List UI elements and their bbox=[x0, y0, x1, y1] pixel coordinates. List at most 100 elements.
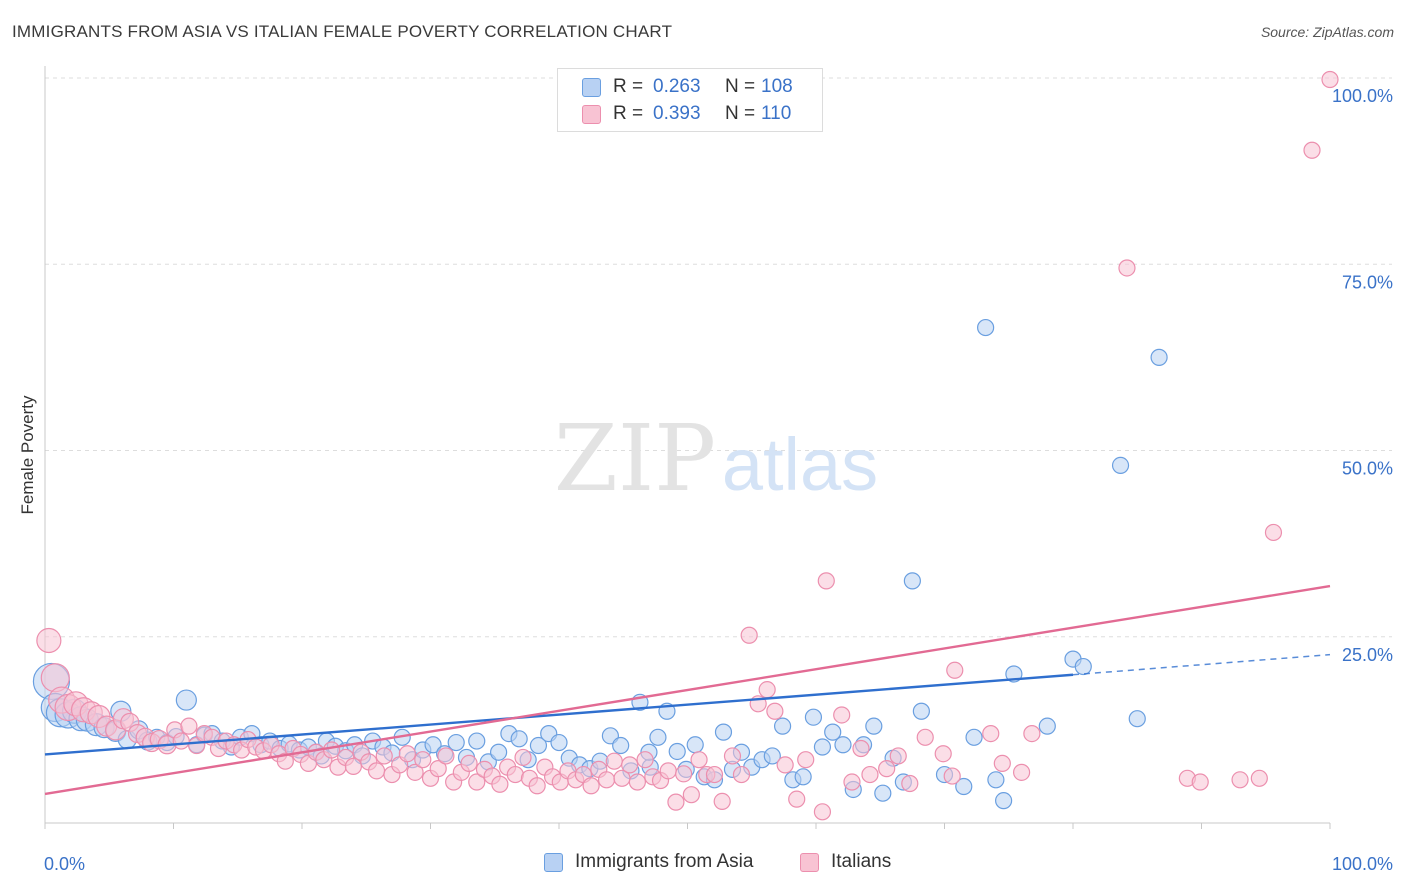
asia-point bbox=[550, 733, 568, 752]
italians-point bbox=[659, 762, 677, 780]
italians-point bbox=[732, 765, 751, 784]
italians-point bbox=[675, 765, 693, 783]
asia-trend-extension bbox=[1072, 653, 1331, 676]
asia-point bbox=[510, 730, 528, 748]
legend-label-asia: Immigrants from Asia bbox=[575, 851, 754, 872]
asia-point bbox=[813, 738, 832, 756]
asia-point bbox=[794, 768, 812, 786]
italians-point bbox=[901, 774, 919, 793]
italians-point bbox=[628, 773, 646, 791]
italians-point bbox=[946, 661, 964, 679]
italians-point bbox=[1303, 141, 1321, 159]
italians-point bbox=[878, 760, 896, 778]
italians-point bbox=[843, 773, 861, 791]
n-value: 108 bbox=[761, 76, 793, 97]
legend-item-asia[interactable]: Immigrants from Asia bbox=[544, 851, 753, 873]
asia-swatch bbox=[582, 77, 601, 97]
italians-legend-swatch bbox=[800, 852, 819, 872]
italians-point bbox=[322, 741, 341, 759]
italians-point bbox=[1250, 769, 1268, 787]
asia-point bbox=[865, 717, 883, 735]
asia-point bbox=[612, 736, 630, 755]
asia-legend-swatch bbox=[544, 852, 563, 872]
italians-point bbox=[682, 786, 700, 804]
legend-item-italians[interactable]: Italians bbox=[800, 851, 891, 873]
legend-label-italians: Italians bbox=[831, 851, 892, 872]
asia-point bbox=[649, 728, 667, 746]
asia-point bbox=[668, 742, 686, 761]
italians-point bbox=[1191, 773, 1209, 791]
x-tick-label: 0.0% bbox=[44, 854, 85, 874]
italians-point bbox=[993, 754, 1011, 773]
italians-point bbox=[817, 572, 835, 590]
series-legend: Immigrants from Asia Italians bbox=[0, 851, 1406, 879]
italians-point bbox=[276, 752, 294, 770]
asia-point bbox=[763, 747, 781, 765]
asia-point bbox=[1111, 456, 1130, 474]
y-tick-label: 50.0% bbox=[1342, 459, 1393, 479]
asia-point bbox=[824, 723, 842, 741]
italians-point bbox=[414, 751, 432, 769]
r-label: R = bbox=[613, 103, 644, 124]
italians-point bbox=[437, 747, 455, 765]
italians-point bbox=[1118, 259, 1136, 277]
italians-point bbox=[605, 752, 623, 770]
y-tick-label: 25.0% bbox=[1342, 645, 1393, 665]
italians-point bbox=[1321, 70, 1339, 89]
italians-point bbox=[582, 777, 600, 795]
italians-point bbox=[916, 728, 934, 746]
r-value: 0.393 bbox=[653, 103, 701, 124]
asia-point bbox=[912, 702, 930, 720]
asia-point bbox=[686, 736, 704, 754]
stats-row-asia: R = 0.263 N = 108 bbox=[582, 74, 793, 100]
italians-point bbox=[766, 702, 784, 720]
italians-point bbox=[1231, 771, 1249, 789]
italians-point bbox=[758, 681, 776, 699]
stats-row-italians: R = 0.393 N = 110 bbox=[582, 101, 791, 127]
tick-labels: 25.0% 50.0% 75.0% 100.0% 0.0% 100.0% bbox=[44, 86, 1393, 874]
watermark-atlas: atlas bbox=[722, 423, 878, 506]
italians-point bbox=[398, 745, 416, 763]
italians-point bbox=[889, 747, 907, 765]
italians-point bbox=[180, 717, 198, 735]
italians-point bbox=[491, 775, 509, 793]
asia-point bbox=[468, 732, 486, 750]
y-axis-label: Female Poverty bbox=[18, 395, 37, 515]
italians-point bbox=[667, 793, 685, 811]
y-tick-label: 75.0% bbox=[1342, 272, 1393, 292]
n-value: 110 bbox=[761, 103, 792, 124]
asia-point bbox=[977, 318, 995, 337]
italians-point bbox=[406, 763, 424, 781]
asia-point bbox=[490, 743, 508, 761]
italians-point bbox=[528, 777, 546, 795]
italians-point bbox=[813, 803, 832, 821]
asia-point bbox=[804, 708, 823, 726]
n-label: N = bbox=[725, 103, 756, 124]
italians-point bbox=[982, 724, 1000, 743]
asia-point bbox=[714, 723, 733, 741]
asia-point bbox=[995, 792, 1013, 810]
italians-point bbox=[597, 771, 616, 789]
italians-point bbox=[713, 792, 731, 810]
italians-point bbox=[1012, 763, 1031, 781]
italians-point bbox=[740, 626, 758, 644]
italians-point bbox=[636, 751, 654, 769]
asia-point bbox=[773, 717, 792, 735]
italians-point bbox=[690, 751, 708, 769]
x-tick-label: 100.0% bbox=[1332, 854, 1393, 874]
italians-swatch bbox=[582, 104, 601, 124]
italians-point bbox=[776, 756, 794, 774]
italians-point bbox=[797, 751, 815, 769]
asia-point bbox=[955, 777, 973, 796]
italians-point bbox=[468, 773, 486, 791]
watermark-zip: ZIP bbox=[554, 405, 716, 512]
asia-point bbox=[1128, 710, 1146, 728]
asia-point bbox=[874, 784, 892, 802]
asia-point bbox=[987, 771, 1005, 789]
asia-point bbox=[965, 728, 983, 746]
italians-point bbox=[943, 767, 961, 785]
italians-point bbox=[833, 706, 851, 724]
r-value: 0.263 bbox=[653, 76, 701, 97]
source-label: Source: ZipAtlas.com bbox=[1260, 24, 1394, 40]
italians-point bbox=[788, 790, 806, 808]
